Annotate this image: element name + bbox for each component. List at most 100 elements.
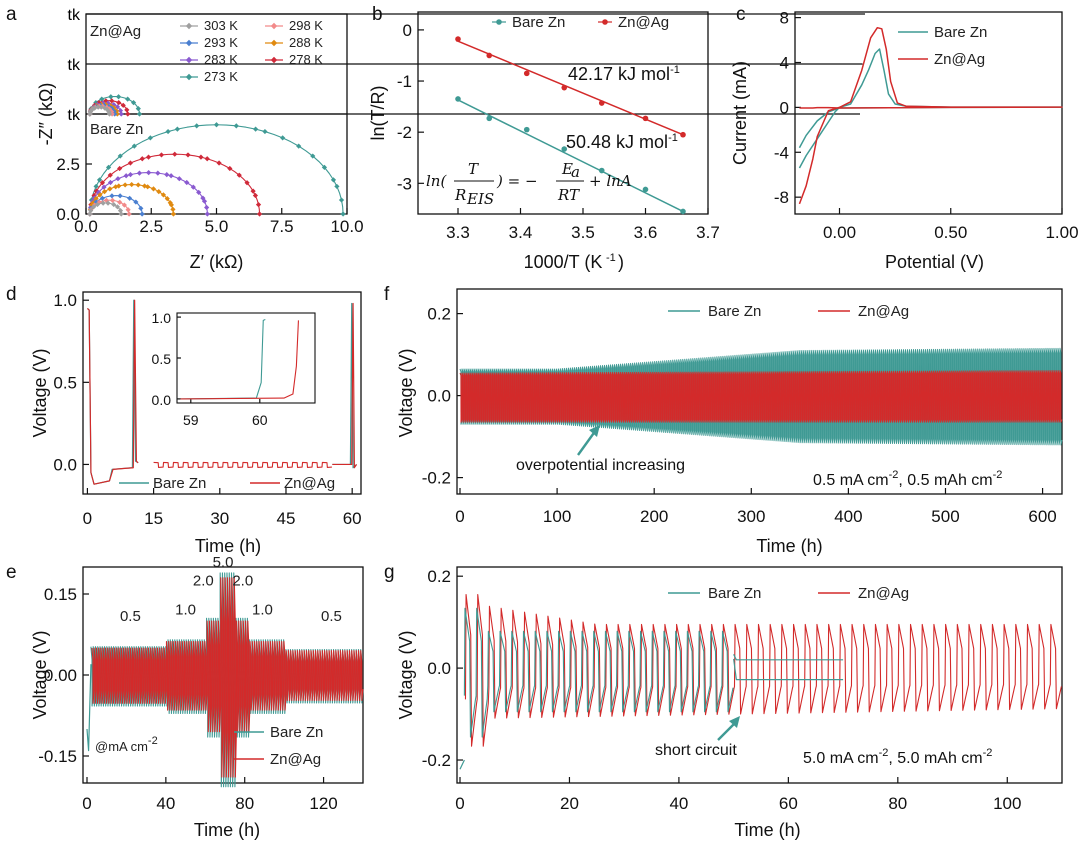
plating-trace [87, 299, 139, 485]
equation-den-sub: EIS [466, 190, 494, 208]
nyquist-point [236, 172, 242, 178]
arrhenius-xtick-label: 3.4 [509, 223, 533, 242]
arrhenius-point [486, 115, 493, 122]
arrhenius-annotation: 42.17 kJ mol-1 [568, 64, 680, 84]
long-cycle-arrow-head [589, 425, 600, 437]
plating-ytick-label: 0.0 [53, 455, 77, 474]
panel-label-g: g [384, 562, 395, 583]
plating-cycles [153, 461, 332, 468]
high-rate-initial [459, 759, 465, 770]
arrhenius-legend-label: Bare Zn [512, 14, 565, 31]
nyquist-point [256, 211, 263, 217]
nyquist-point [158, 152, 165, 158]
arrhenius-point [642, 186, 649, 193]
arrhenius-xtick-label: 3.7 [696, 223, 720, 242]
nyquist-point [106, 111, 113, 117]
nyquist-legend-label: 278 K [289, 52, 323, 67]
long-cycle-ytick-label: 0.2 [427, 305, 451, 324]
nyquist-point [130, 100, 137, 106]
high-rate-xtick-label: 0 [455, 794, 464, 813]
nyquist-point [170, 211, 177, 217]
plating-xtick-label: 60 [343, 509, 362, 528]
text: tk [68, 57, 81, 74]
nyquist-legend-marker [185, 56, 193, 64]
nyquist-point [253, 126, 259, 132]
rate-xtick-label: 120 [309, 794, 337, 813]
nyquist-point [107, 179, 114, 186]
cv-xtick-label: 0.00 [823, 223, 856, 242]
nyquist-point [125, 96, 131, 102]
arrhenius-point [523, 126, 530, 133]
long-cycle-xlabel: Time (h) [756, 536, 822, 556]
arrhenius-ytick-label: 0 [403, 21, 412, 40]
arrhenius-point [561, 146, 568, 152]
long-cycle-xtick-label: 600 [1028, 507, 1056, 526]
nyquist-point [136, 111, 143, 117]
inset-trace [180, 320, 299, 400]
long-cycle-frame [456, 288, 1063, 495]
long-cycle-legend-label: Bare Zn [708, 303, 761, 320]
nyquist-point [165, 128, 171, 135]
rate-legend-label: Bare Zn [270, 724, 323, 741]
nyquist-point [168, 202, 174, 208]
arrhenius-ytick-label: -3 [397, 174, 412, 193]
arrhenius-point [598, 100, 605, 106]
long-cycle-ylabel: Voltage (V) [396, 348, 416, 437]
high-rate-xtick-label: 100 [993, 794, 1021, 813]
nyquist-point [136, 170, 143, 176]
high-rate-arrow-head [729, 716, 740, 728]
arrhenius-xtick-label: 3.5 [571, 223, 595, 242]
nyquist-point [99, 180, 106, 186]
high-rate-frame [456, 566, 1063, 784]
panel-label-a: a [6, 4, 17, 25]
long-cycle-xtick-label: 100 [543, 507, 571, 526]
nyquist-point [93, 196, 99, 202]
nyquist-point [172, 151, 178, 157]
nyquist-point [146, 170, 152, 176]
nyquist-point [97, 192, 103, 198]
nyquist-point [91, 105, 98, 111]
nyquist-point [204, 204, 210, 211]
nyquist-point [117, 207, 124, 214]
arrhenius-ytick-label: -1 [397, 72, 412, 91]
nyquist-point [109, 98, 115, 104]
nyquist-point [117, 199, 123, 205]
nyquist-legend-marker [270, 39, 278, 47]
cv-ylabel: Current (mA) [730, 61, 750, 165]
nyquist-point [194, 123, 200, 129]
nyquist-point [96, 177, 103, 183]
high-rate-ytick-label: 0.0 [427, 659, 451, 678]
nyquist-point [107, 186, 113, 192]
long-cycle-condition: 0.5 mA cm-2, 0.5 mAh cm-2 [813, 469, 1002, 489]
plating-ytick-label: 0.5 [53, 373, 77, 392]
nyquist-point [111, 201, 117, 208]
arrhenius-xlabel: 1000/T (K [524, 252, 603, 272]
rate-label: 2.0 [232, 572, 253, 589]
arrhenius-legend-marker [496, 19, 502, 25]
inset-ytick-label: 0.0 [152, 392, 172, 408]
nyquist-point [118, 211, 124, 217]
cv-legend-label: Bare Zn [934, 24, 987, 41]
plating-xlabel: Time (h) [195, 536, 261, 556]
high-rate-ytick-label: 0.2 [427, 567, 451, 586]
nyquist-point [116, 183, 122, 189]
nyquist-xtick-label: 10.0 [330, 217, 363, 236]
rate-xtick-label: 0 [82, 794, 91, 813]
nyquist-point [115, 94, 122, 100]
high-rate-xtick-label: 40 [669, 794, 688, 813]
nyquist-point [125, 207, 131, 213]
nyquist-point [135, 105, 141, 112]
arrhenius-legend-label: Zn@Ag [618, 14, 669, 31]
panel-label-e: e [6, 562, 17, 583]
nyquist-xlabel: Z′ (kΩ) [190, 252, 244, 272]
arrhenius-fit-line [457, 99, 684, 213]
nyquist-point [201, 198, 208, 204]
nyquist-point [99, 195, 105, 201]
nyquist-point [127, 195, 133, 201]
arrhenius-legend-marker [602, 19, 608, 25]
nyquist-point [204, 211, 210, 217]
nyquist-point [338, 197, 345, 203]
nyquist-point [244, 180, 250, 186]
equation-den2: RT [557, 186, 580, 204]
